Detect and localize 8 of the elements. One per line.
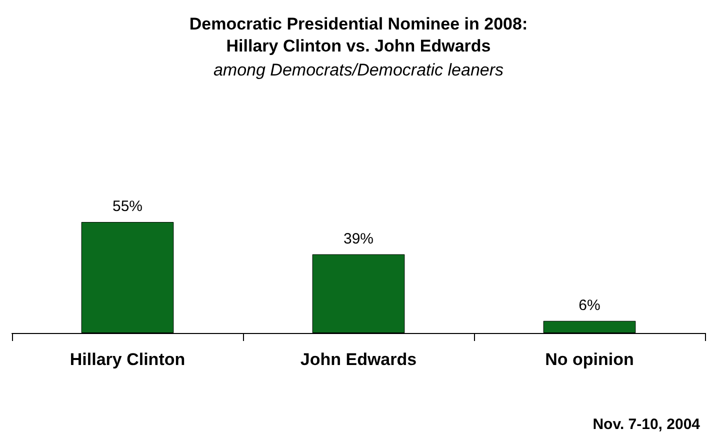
- chart-subtitle: among Democrats/Democratic leaners: [213, 60, 504, 80]
- data-label: 39%: [343, 230, 374, 248]
- x-tick-label: John Edwards: [300, 350, 417, 369]
- x-tick-label: No opinion: [545, 350, 634, 369]
- data-label: 55%: [112, 198, 143, 215]
- x-tick-label: Hillary Clinton: [70, 350, 186, 369]
- text: Nov. 7-10, 2004: [592, 416, 701, 433]
- data-label: 6%: [578, 296, 600, 314]
